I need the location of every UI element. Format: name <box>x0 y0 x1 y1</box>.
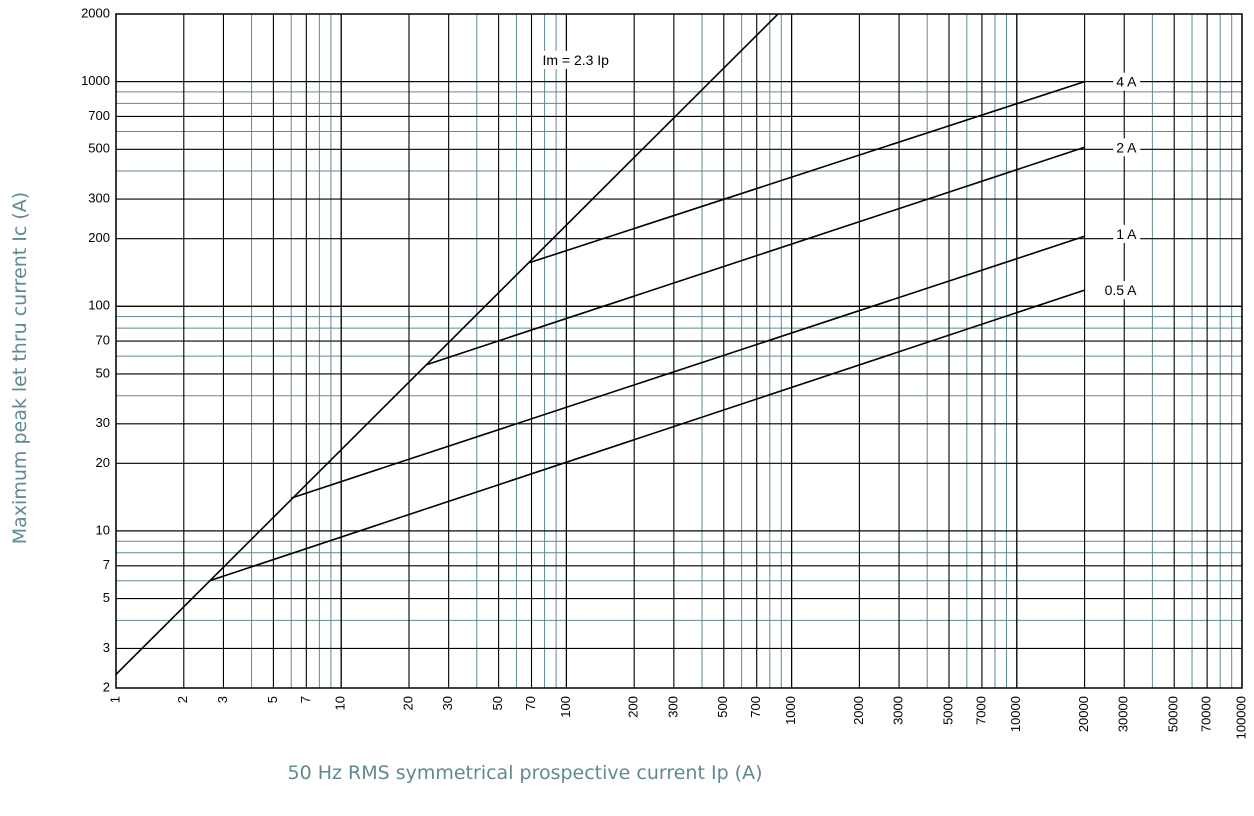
y-tick-label: 700 <box>88 108 110 123</box>
series-line <box>290 235 1085 499</box>
series-label: 1 A <box>1116 226 1137 242</box>
major-gridlines <box>115 13 1243 689</box>
y-tick-label: 30 <box>96 415 110 430</box>
x-tick-label: 300 <box>665 696 680 718</box>
x-axis-title: 50 Hz RMS symmetrical prospective curren… <box>288 762 763 784</box>
y-tick-label: 1000 <box>81 73 110 88</box>
y-tick-label: 50 <box>96 365 110 380</box>
series-label-background <box>1101 281 1141 300</box>
series-line <box>528 80 1085 264</box>
y-tick-label: 300 <box>88 191 110 206</box>
x-tick-label: 5 <box>265 696 280 703</box>
x-tick-label: 700 <box>748 696 763 718</box>
x-tick-label: 100000 <box>1233 696 1248 739</box>
y-tick-label: 20 <box>96 455 110 470</box>
x-tick-label: 20 <box>400 696 415 710</box>
x-tick-label: 30 <box>440 696 455 710</box>
series-line <box>209 289 1085 582</box>
x-tick-label: 2000 <box>851 696 866 725</box>
x-tick-label: 100 <box>558 696 573 718</box>
series-label: Im = 2.3 Ip <box>542 52 609 68</box>
y-tick-label: 500 <box>88 141 110 156</box>
y-tick-label: 7 <box>103 557 110 572</box>
y-tick-labels: 2 3 5 7 10 20 30 50 70 100 200 300 500 700 1000 2000 <box>81 5 110 694</box>
y-tick-label: 200 <box>88 230 110 245</box>
x-tick-label: 5000 <box>940 696 955 725</box>
x-tick-label: 7000 <box>973 696 988 725</box>
y-tick-label: 5 <box>103 590 110 605</box>
x-tick-label: 10 <box>333 696 348 710</box>
x-tick-label: 20000 <box>1076 696 1091 732</box>
x-tick-label: 3000 <box>890 696 905 725</box>
x-tick-label: 30000 <box>1116 696 1131 732</box>
x-tick-label: 70 <box>523 696 538 710</box>
y-tick-label: 2 <box>103 679 110 694</box>
series-label-background <box>539 50 613 69</box>
x-tick-label: 7 <box>298 696 313 703</box>
y-tick-label: 100 <box>88 298 110 313</box>
series-labels: Im = 2.3 Ip 4 A 2 A 1 A 0.5 A <box>539 50 1141 300</box>
y-tick-label: 10 <box>96 522 110 537</box>
y-tick-label: 70 <box>96 333 110 348</box>
x-tick-label: 3 <box>215 696 230 703</box>
x-tick-label: 10000 <box>1008 696 1023 732</box>
y-tick-label: 3 <box>103 640 110 655</box>
series-line <box>426 146 1085 366</box>
series-label-background <box>1113 72 1141 91</box>
x-tick-label: 50000 <box>1166 696 1181 732</box>
series-label-background <box>1113 138 1141 157</box>
x-tick-labels: 1 2 3 5 7 10 20 30 50 70 100 200 300 500 700 1000 2000 30… <box>107 696 1248 739</box>
x-tick-label: 1 <box>107 696 122 703</box>
series-label: 4 A <box>1116 74 1137 90</box>
x-tick-label: 500 <box>715 696 730 718</box>
plot-frame <box>115 13 1243 689</box>
series-label-background <box>1113 224 1141 243</box>
x-tick-label: 2 <box>175 696 190 703</box>
x-tick-label: 50 <box>490 696 505 710</box>
minor-gridlines <box>116 14 1242 688</box>
y-tick-label: 2000 <box>81 5 110 20</box>
series-label: 2 A <box>1116 139 1137 155</box>
series-line <box>115 13 779 675</box>
y-axis-title: Maximum peak let thru current Ic (A) <box>9 192 31 544</box>
x-tick-label: 70000 <box>1199 696 1214 732</box>
x-tick-label: 200 <box>626 696 641 718</box>
series-lines <box>115 13 1085 675</box>
series-label: 0.5 A <box>1105 282 1138 298</box>
x-tick-label: 1000 <box>783 696 798 725</box>
